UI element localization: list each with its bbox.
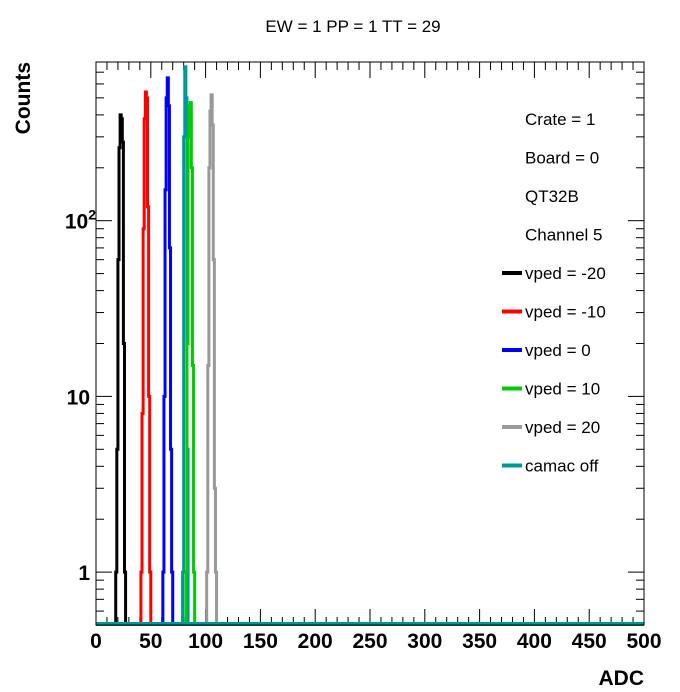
series-vped-10 [184, 101, 197, 625]
series-vped-20 [114, 113, 128, 625]
y-tick-label-base: 10 [67, 386, 90, 409]
series-vped-20 [205, 93, 219, 625]
y-tick-label-exponent: 2 [88, 207, 96, 223]
x-axis-label: ADC [599, 667, 645, 690]
y-tick-label: 102 [65, 207, 96, 234]
series-vped-10 [139, 90, 153, 625]
x-tick-label: 450 [572, 630, 607, 653]
legend-text: Crate = 1 [525, 110, 595, 129]
y-axis-label: Counts [12, 62, 35, 134]
legend-entry: vped = 20 [525, 418, 600, 437]
x-tick-label: 350 [462, 630, 497, 653]
legend-entry: vped = -20 [525, 264, 606, 283]
y-tick-label: 1 [78, 562, 90, 585]
x-tick-label: 500 [626, 630, 661, 653]
x-tick-label: 100 [188, 630, 223, 653]
series-layer [96, 65, 644, 626]
legend-entry: vped = 10 [525, 380, 600, 399]
x-tick-label: 150 [243, 630, 278, 653]
y-tick-label-base: 1 [78, 562, 90, 585]
plot-frame [95, 61, 645, 626]
x-tick-label: 50 [139, 630, 162, 653]
legend-text: Channel 5 [525, 226, 603, 245]
legend-entry: vped = 0 [525, 341, 591, 360]
x-tick-label: 300 [407, 630, 442, 653]
axis-ticks [95, 61, 645, 626]
legend-entry: camac off [525, 457, 599, 476]
y-tick-label: 10 [67, 386, 90, 409]
x-tick-label: 0 [90, 630, 102, 653]
legend-text: QT32B [525, 187, 579, 206]
legend-entry: vped = -10 [525, 303, 606, 322]
series-vped-0 [161, 76, 175, 625]
legend: Crate = 1 Board = 0 QT32B Channel 5 vped = -… [502, 110, 606, 476]
x-tick-label: 200 [298, 630, 333, 653]
y-tick-label-base: 10 [65, 211, 88, 234]
chart-title: EW = 1 PP = 1 TT = 29 [265, 17, 440, 36]
legend-text: Board = 0 [525, 149, 599, 168]
x-tick-label: 250 [352, 630, 387, 653]
x-tick-label: 400 [517, 630, 552, 653]
